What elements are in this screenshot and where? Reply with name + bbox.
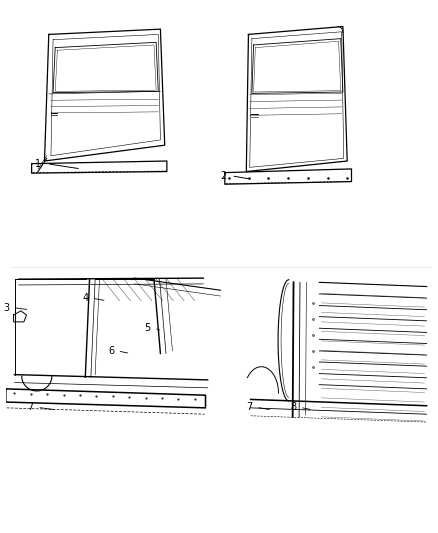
Text: 7: 7: [247, 402, 253, 413]
Text: 8: 8: [290, 402, 297, 413]
Text: 2: 2: [220, 171, 226, 181]
Text: 5: 5: [144, 323, 151, 333]
Text: 1: 1: [35, 159, 42, 168]
Text: 4: 4: [82, 293, 88, 303]
Text: 3: 3: [4, 303, 10, 313]
Text: 6: 6: [108, 346, 114, 356]
Text: 7: 7: [28, 402, 34, 413]
